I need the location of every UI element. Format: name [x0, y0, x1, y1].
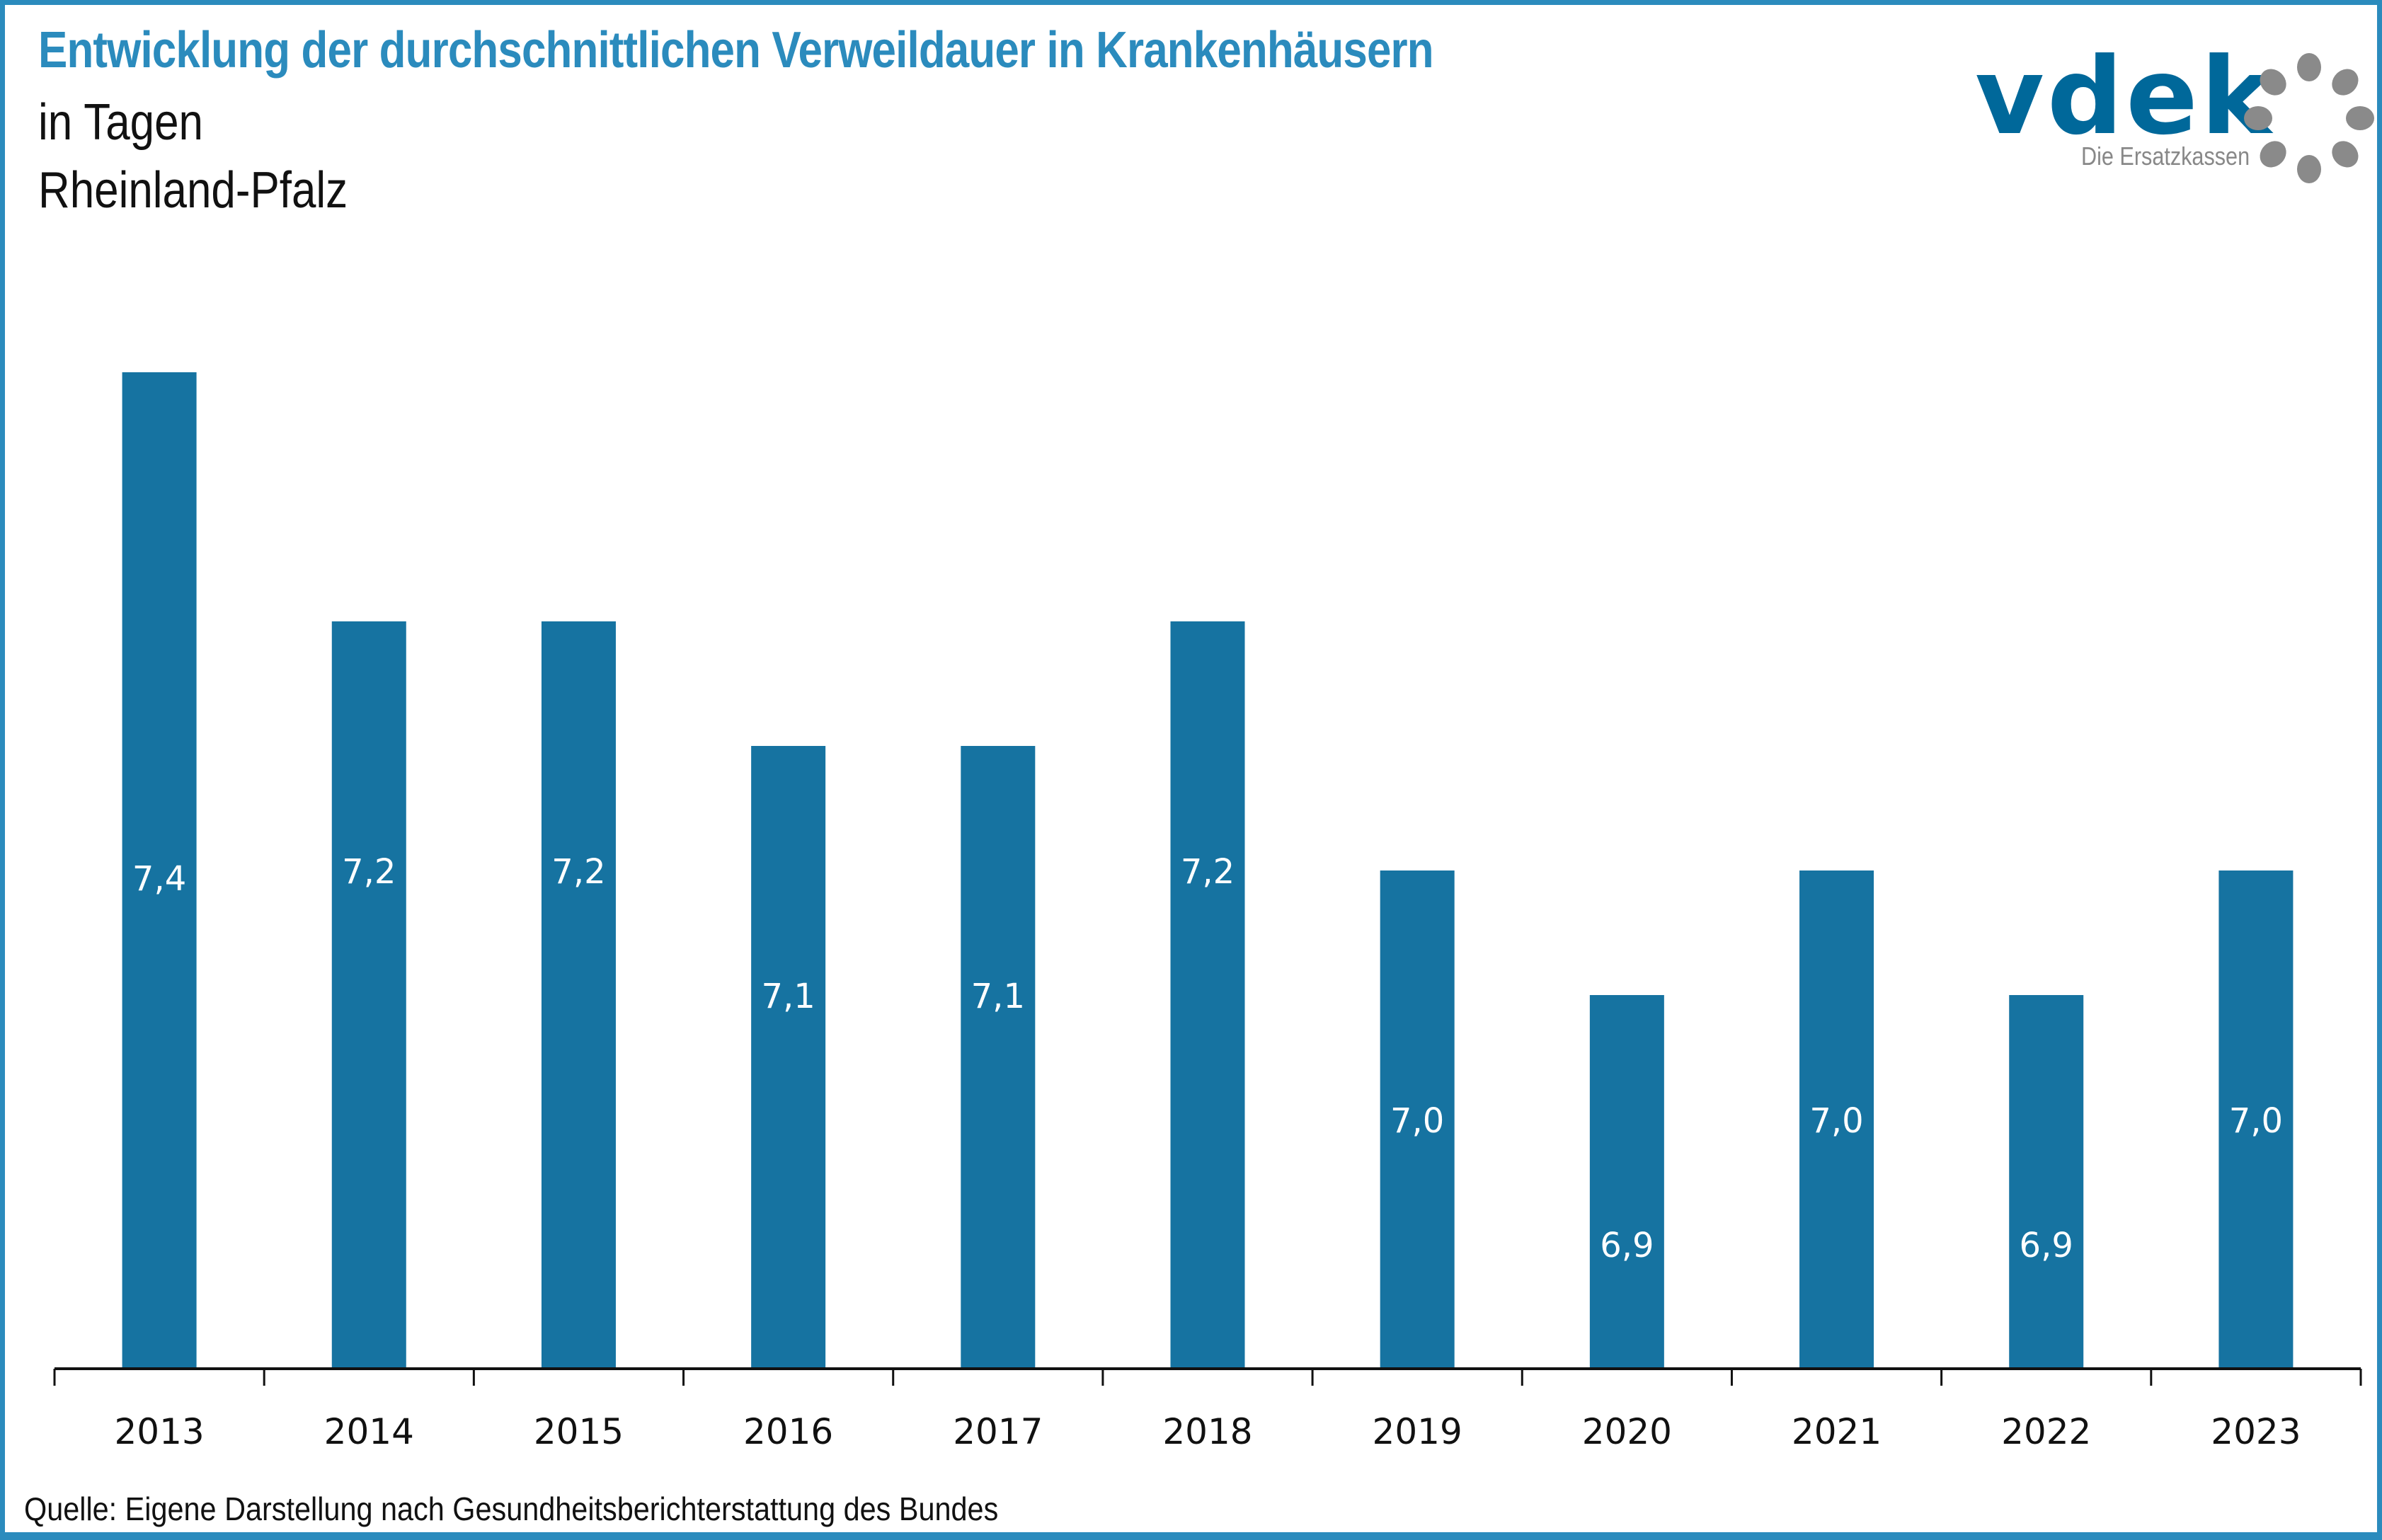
data-label-2021: 7,0: [1809, 1101, 1863, 1141]
logo-ring-segment: [2297, 53, 2321, 81]
bar-2014: [331, 621, 406, 1369]
x-tick-label-2018: 2018: [1162, 1411, 1252, 1452]
chart-region: Rheinland-Pfalz: [38, 162, 348, 219]
logo-ring-segment: [2332, 141, 2359, 168]
x-tick-label-2023: 2023: [2211, 1411, 2301, 1452]
dotted-ring-icon: [2244, 53, 2374, 183]
bar-2016: [751, 746, 826, 1369]
logo-tagline: Die Ersatzkassen: [2081, 142, 2250, 171]
source-note: Quelle: Eigene Darstellung nach Gesundhe…: [24, 1490, 999, 1527]
bar-2017: [961, 746, 1036, 1369]
data-label-2014: 7,2: [342, 852, 396, 892]
data-label-2017: 7,1: [971, 977, 1025, 1016]
data-label-2016: 7,1: [761, 977, 815, 1016]
data-label-2020: 6,9: [1600, 1226, 1654, 1265]
chart-title: Entwicklung der durchschnittlichen Verwe…: [38, 22, 1434, 79]
logo-ring-segment: [2244, 106, 2272, 130]
bar-2021: [1799, 870, 1874, 1369]
x-tick-label-2015: 2015: [534, 1411, 624, 1452]
logo-ring-segment: [2297, 155, 2321, 183]
x-tick-label-2019: 2019: [1373, 1411, 1462, 1452]
chart-unit: in Tagen: [38, 94, 203, 151]
bar-2015: [541, 621, 616, 1369]
x-tick-label-2017: 2017: [953, 1411, 1043, 1452]
logo-ring-segment: [2260, 69, 2286, 96]
logo-ring-segment: [2332, 69, 2359, 96]
data-label-2023: 7,0: [2229, 1101, 2283, 1141]
logo-wordmark: vdek: [1975, 35, 2274, 159]
bar-2022: [2009, 995, 2084, 1369]
bar-2018: [1170, 621, 1245, 1369]
bar-2023: [2218, 870, 2294, 1369]
vdek-logo: vdek Die Ersatzkassen: [1975, 35, 2374, 184]
bar-2020: [1589, 995, 1664, 1369]
x-tick-label-2014: 2014: [324, 1411, 414, 1452]
bar-2013: [122, 372, 197, 1369]
data-label-2015: 7,2: [551, 852, 605, 892]
data-label-2022: 6,9: [2020, 1226, 2073, 1265]
logo-ring-segment: [2346, 106, 2374, 130]
x-tick-label-2022: 2022: [2001, 1411, 2091, 1452]
data-label-2018: 7,2: [1181, 852, 1235, 892]
data-label-2013: 7,4: [132, 859, 186, 899]
logo-ring-segment: [2260, 141, 2286, 168]
data-label-2019: 7,0: [1390, 1101, 1444, 1141]
x-tick-label-2013: 2013: [114, 1411, 204, 1452]
x-tick-label-2020: 2020: [1582, 1411, 1672, 1452]
x-tick-label-2021: 2021: [1792, 1411, 1882, 1452]
bar-2019: [1380, 870, 1455, 1369]
x-tick-label-2016: 2016: [743, 1411, 833, 1452]
